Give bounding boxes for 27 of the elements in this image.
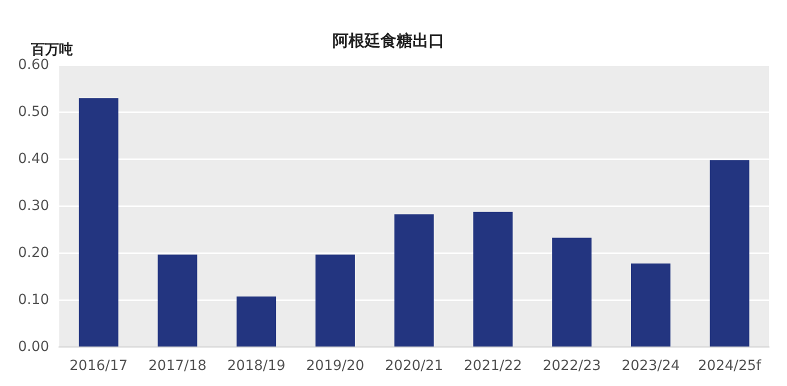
chart-title: 阿根廷食糖出口 bbox=[332, 30, 444, 50]
y-axis-title: 百万吨 bbox=[30, 42, 74, 58]
x-tick-label: 2021/22 bbox=[464, 358, 522, 374]
x-tick-label: 2018/19 bbox=[227, 358, 286, 374]
bar bbox=[630, 264, 670, 346]
y-tick-label: 0.60 bbox=[18, 56, 50, 73]
y-tick-label: 0.40 bbox=[18, 150, 50, 167]
x-tick-label: 2017/18 bbox=[148, 358, 207, 374]
y-tick-label: 0.20 bbox=[18, 244, 50, 261]
x-tick-label: 2024/25f bbox=[698, 358, 762, 374]
bar bbox=[473, 212, 513, 346]
bar bbox=[710, 160, 750, 346]
x-tick-label: 2023/24 bbox=[622, 358, 680, 374]
bar bbox=[394, 214, 434, 346]
y-tick-label: 0.00 bbox=[18, 338, 50, 355]
x-tick-label: 2019/20 bbox=[306, 358, 364, 374]
bar bbox=[552, 238, 592, 346]
x-tick-label: 2016/17 bbox=[70, 358, 128, 374]
bar bbox=[78, 98, 118, 346]
y-tick-label: 0.30 bbox=[18, 198, 50, 214]
x-tick-label: 2020/21 bbox=[385, 358, 444, 374]
bar bbox=[158, 254, 198, 346]
bar bbox=[316, 254, 355, 346]
x-tick-label: 2022/23 bbox=[542, 358, 601, 374]
y-tick-label: 0.50 bbox=[18, 104, 50, 120]
y-tick-label: 0.10 bbox=[18, 292, 50, 308]
bar bbox=[236, 296, 276, 346]
